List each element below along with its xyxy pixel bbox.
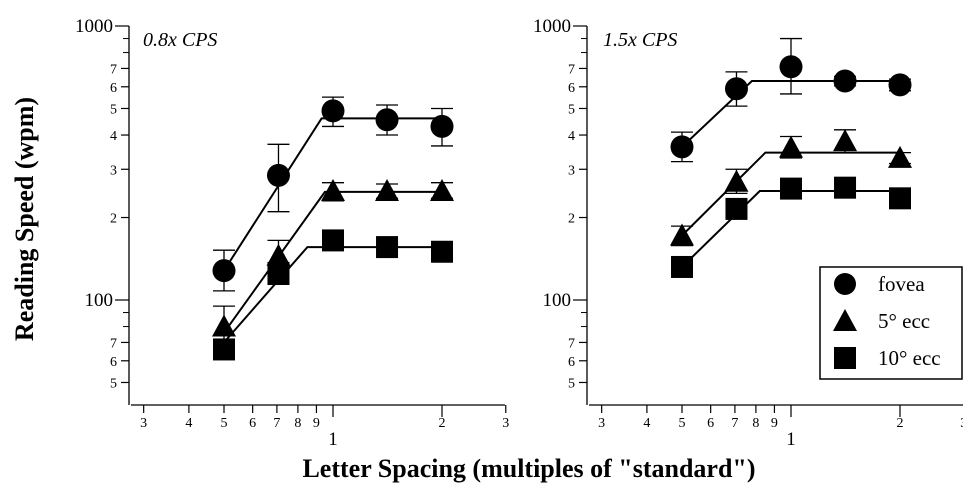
legend-triangle-icon bbox=[833, 309, 857, 331]
y-tick-label: 3 bbox=[568, 163, 575, 178]
data-point-square bbox=[671, 255, 693, 278]
data-point-triangle bbox=[375, 178, 400, 201]
x-tick-label: 4 bbox=[643, 416, 650, 431]
data-point-triangle bbox=[212, 314, 236, 337]
y-tick-label: 4 bbox=[110, 129, 117, 144]
data-point-circle bbox=[375, 108, 399, 132]
x-tick-label: 9 bbox=[771, 416, 778, 431]
data-point-circle bbox=[670, 135, 694, 159]
series-triangle bbox=[670, 129, 912, 247]
panel-title: 1.5x CPS bbox=[603, 29, 677, 51]
y-tick-label: 4 bbox=[568, 129, 575, 144]
x-tick-label: 7 bbox=[273, 416, 280, 431]
x-tick-label: 2 bbox=[439, 416, 446, 431]
data-point-square bbox=[725, 197, 748, 220]
legend-label: fovea bbox=[878, 272, 925, 296]
x-tick-label: 1 bbox=[328, 429, 338, 450]
y-tick-label: 7 bbox=[110, 336, 117, 351]
data-point-square bbox=[834, 176, 857, 199]
series-circle bbox=[212, 96, 454, 292]
data-point-square bbox=[267, 262, 290, 285]
fit-line bbox=[223, 117, 442, 272]
data-point-circle bbox=[724, 77, 748, 101]
x-tick-label: 9 bbox=[313, 416, 320, 431]
x-tick-label: 7 bbox=[731, 416, 738, 431]
y-tick-label: 5 bbox=[110, 102, 117, 117]
legend-label: 5° ecc bbox=[878, 309, 930, 333]
y-tick-label: 2 bbox=[110, 212, 117, 227]
data-point-triangle bbox=[430, 178, 454, 201]
data-point-triangle bbox=[670, 223, 694, 246]
x-tick-label: 3 bbox=[502, 416, 509, 431]
data-point-triangle bbox=[779, 135, 803, 158]
y-tick-label: 100 bbox=[543, 290, 572, 311]
y-tick-label: 1000 bbox=[533, 16, 571, 37]
y-tick-label: 2 bbox=[568, 212, 575, 227]
y-tick-label: 6 bbox=[110, 355, 117, 370]
y-tick-label: 1000 bbox=[75, 16, 113, 37]
x-tick-label: 2 bbox=[897, 416, 904, 431]
legend-label: 10° ecc bbox=[878, 346, 941, 370]
x-tick-label: 1 bbox=[786, 429, 796, 450]
data-point-circle bbox=[266, 163, 290, 187]
y-tick-label: 3 bbox=[110, 163, 117, 178]
y-tick-label: 6 bbox=[568, 355, 575, 370]
x-tick-label: 5 bbox=[221, 416, 228, 431]
y-tick-label: 6 bbox=[110, 81, 117, 96]
x-tick-label: 3 bbox=[140, 416, 147, 431]
legend-circle-icon bbox=[834, 273, 856, 295]
x-tick-label: 5 bbox=[679, 416, 686, 431]
x-tick-label: 3 bbox=[598, 416, 605, 431]
y-tick-label: 5 bbox=[110, 376, 117, 391]
y-tick-label: 6 bbox=[568, 81, 575, 96]
x-tick-label: 8 bbox=[294, 416, 301, 431]
x-tick-label: 6 bbox=[707, 416, 714, 431]
series-circle bbox=[670, 37, 912, 163]
y-tick-label: 7 bbox=[568, 62, 575, 77]
x-axis-label: Letter Spacing (multiples of "standard") bbox=[302, 454, 755, 483]
y-tick-label: 5 bbox=[568, 376, 575, 391]
y-tick-label: 100 bbox=[85, 290, 114, 311]
data-point-circle bbox=[888, 73, 912, 97]
data-point-square bbox=[889, 187, 911, 210]
data-point-circle bbox=[779, 55, 803, 79]
data-point-triangle bbox=[888, 145, 912, 168]
series-square bbox=[671, 176, 911, 278]
data-point-circle bbox=[321, 99, 345, 123]
legend-square-icon bbox=[834, 347, 856, 369]
y-tick-label: 7 bbox=[110, 62, 117, 77]
y-tick-label: 7 bbox=[568, 336, 575, 351]
x-tick-label: 4 bbox=[185, 416, 192, 431]
data-point-triangle bbox=[321, 178, 345, 201]
data-point-triangle bbox=[833, 129, 858, 152]
fit-line bbox=[223, 190, 442, 334]
x-tick-label: 6 bbox=[249, 416, 256, 431]
fit-line bbox=[223, 246, 442, 344]
data-point-square bbox=[780, 177, 802, 200]
x-tick-label: 8 bbox=[752, 416, 759, 431]
series-square bbox=[213, 229, 453, 361]
data-point-triangle bbox=[266, 243, 291, 266]
y-axis-label: Reading Speed (wpm) bbox=[10, 97, 39, 341]
data-point-square bbox=[376, 236, 399, 259]
series-triangle bbox=[212, 178, 454, 344]
legend: fovea 5° ecc 10° ecc bbox=[819, 266, 963, 380]
data-point-square bbox=[431, 240, 453, 263]
panel-title: 0.8x CPS bbox=[143, 29, 217, 51]
data-point-square bbox=[322, 229, 344, 252]
y-tick-label: 5 bbox=[568, 102, 575, 117]
data-point-circle bbox=[833, 69, 857, 93]
data-point-square bbox=[213, 338, 235, 361]
data-point-triangle bbox=[724, 169, 749, 192]
data-point-circle bbox=[212, 259, 236, 283]
panel-2: 567100234567100034567891231.5x CPS bbox=[533, 16, 963, 450]
x-tick-label: 3 bbox=[960, 416, 963, 431]
data-point-circle bbox=[430, 114, 454, 138]
